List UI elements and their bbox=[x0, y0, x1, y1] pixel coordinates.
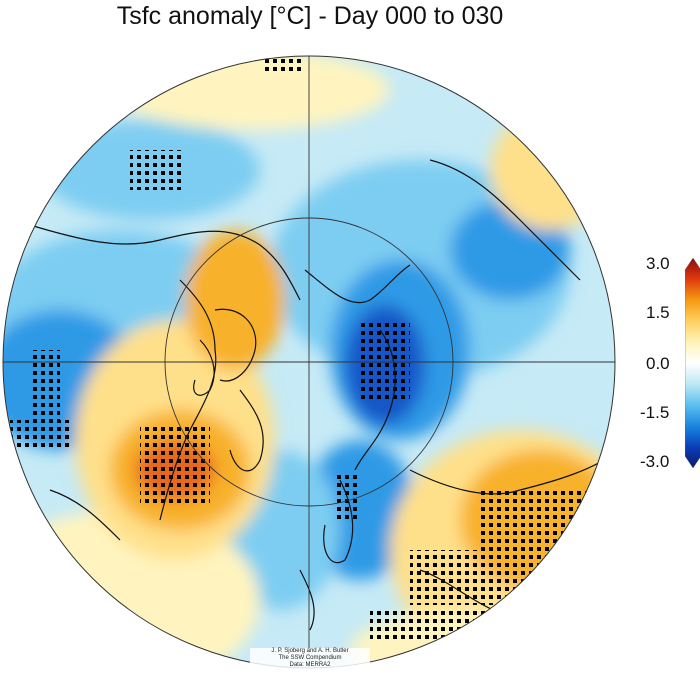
colorbar-label-low: -1.5 bbox=[640, 403, 670, 422]
page-title: Tsfc anomaly [°C] - Day 000 to 030 bbox=[116, 2, 504, 30]
warm-anomaly-archipelago bbox=[185, 230, 285, 370]
polar-map bbox=[2, 55, 616, 669]
coastlines bbox=[29, 159, 613, 631]
colorbar-label-high: 1.5 bbox=[646, 303, 670, 322]
credit-compendium: The SSW Compendium bbox=[278, 655, 342, 661]
graticule bbox=[3, 56, 615, 668]
credit-data-source: Data: MERRA2 bbox=[289, 662, 331, 668]
credit-authors: J. P. Sjoberg and A. H. Butler bbox=[271, 648, 349, 654]
credit-box: J. P. Sjoberg and A. H. Butler The SSW C… bbox=[250, 648, 370, 669]
colorbar-gradient bbox=[685, 258, 700, 468]
warm-anomaly-east bbox=[490, 110, 610, 230]
colorbar-label-max: 3.0 bbox=[646, 254, 670, 273]
colorbar bbox=[685, 258, 700, 468]
colorbar-label-min: -3.0 bbox=[640, 452, 670, 471]
colorbar-label-zero: 0.0 bbox=[646, 354, 670, 373]
